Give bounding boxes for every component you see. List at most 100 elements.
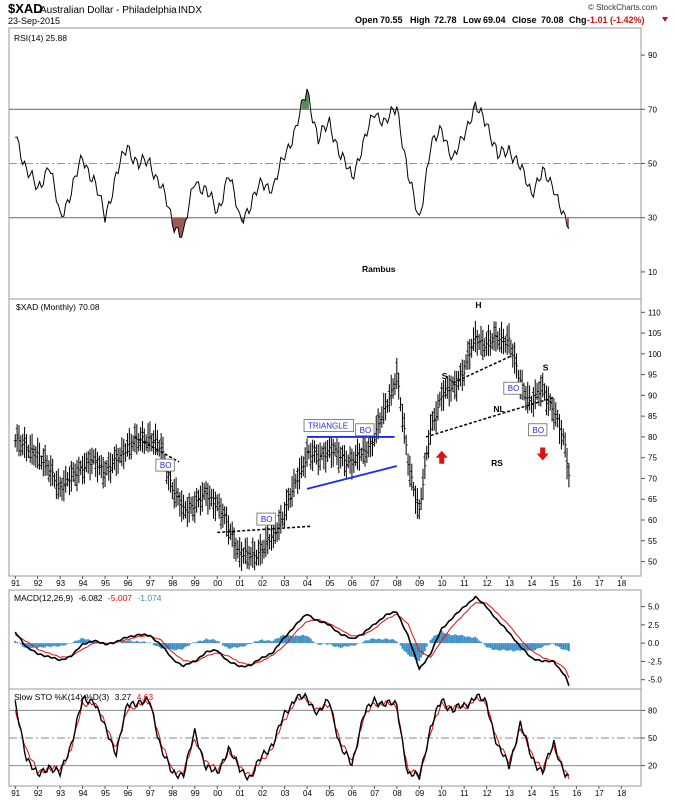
macd-y-tick-label: 2.5 — [648, 621, 660, 630]
price-y-tick-label: 110 — [648, 308, 661, 317]
x-tick-label: 98 — [168, 789, 177, 798]
x-tick-label: 03 — [281, 789, 290, 798]
pattern-annotation: RS — [491, 458, 503, 468]
x-tick-label: 00 — [213, 789, 222, 798]
x-tick-label: 94 — [79, 579, 88, 588]
x-tick-label: 01 — [236, 789, 245, 798]
macd-hist-value: -1.074 — [137, 593, 161, 603]
pattern-annotation: S — [442, 371, 448, 381]
macd-y-tick-label: 0.0 — [648, 639, 660, 648]
chart-header: $XAD Australian Dollar - Philadelphia IN… — [8, 1, 668, 26]
breakout-annotation: BO — [508, 384, 520, 393]
dashed-trendline — [452, 355, 512, 384]
price-y-tick-label: 75 — [648, 454, 657, 463]
rsi-y-tick-label: 50 — [648, 160, 657, 169]
price-y-tick-label: 70 — [648, 474, 657, 483]
price-y-tick-label: 100 — [648, 350, 662, 359]
macd-signal-value: -5.007 — [108, 593, 132, 603]
annotation-box — [528, 423, 548, 437]
rambus-annotation: Rambus — [362, 264, 396, 274]
x-tick-label: 18 — [617, 579, 626, 588]
annotation-box — [155, 458, 175, 472]
stat-chg-label: Chg — [569, 15, 587, 25]
down-triangle-icon — [662, 17, 668, 22]
sto-y-tick-label: 80 — [648, 706, 657, 715]
rsi-y-tick-label: 90 — [648, 51, 657, 60]
x-tick-label: 93 — [56, 579, 65, 588]
x-tick-label: 95 — [101, 789, 110, 798]
price-y-tick-label: 105 — [648, 329, 662, 338]
x-tick-label: 08 — [393, 579, 402, 588]
exchange-label: INDX — [178, 5, 202, 16]
x-tick-label: 97 — [146, 579, 155, 588]
x-tick-label: 91 — [11, 789, 20, 798]
x-tick-label: 97 — [146, 789, 155, 798]
macd-y-tick-label: 5.0 — [648, 603, 660, 612]
x-tick-label: 13 — [505, 789, 514, 798]
x-tick-label: 10 — [438, 579, 447, 588]
stat-high-label: High — [410, 15, 430, 25]
triangle-annotation: TRIANGLE — [308, 422, 348, 431]
rsi-overbought-fill — [301, 88, 309, 110]
x-tick-label: 13 — [505, 579, 514, 588]
x-tick-label: 99 — [191, 579, 200, 588]
price-y-tick-label: 60 — [648, 516, 657, 525]
price-y-tick-label: 90 — [648, 391, 657, 400]
sto-y-tick-label: 50 — [648, 734, 657, 743]
x-tick-label: 15 — [550, 579, 559, 588]
dashed-trendline — [425, 396, 555, 438]
x-tick-label: 15 — [550, 789, 559, 798]
down-arrow-icon — [536, 447, 549, 461]
price-label: $XAD (Monthly) 70.08 — [16, 302, 100, 312]
sto-label-prefix: Slow STO %K(14) %D(3) — [14, 692, 109, 702]
x-tick-label: 02 — [258, 789, 267, 798]
rsi-y-tick-label: 10 — [648, 268, 657, 277]
stat-close-label: Close — [512, 15, 537, 25]
stat-high: 72.78 — [434, 15, 457, 25]
price-y-tick-label: 55 — [648, 537, 657, 546]
macd-label: MACD(12,26,9) -6.082 -5.007 -1.074 — [14, 593, 162, 603]
x-tick-label: 06 — [348, 789, 357, 798]
x-tick-label: 93 — [56, 789, 65, 798]
pattern-annotation: H — [475, 300, 481, 310]
stat-open-label: Open — [355, 15, 378, 25]
x-tick-label: 05 — [325, 789, 334, 798]
chart-date: 23-Sep-2015 — [8, 16, 60, 26]
x-tick-label: 17 — [595, 579, 604, 588]
x-tick-label: 09 — [415, 579, 424, 588]
stat-low-label: Low — [463, 15, 482, 25]
symbol-title: $XAD — [8, 1, 43, 16]
sto-label: Slow STO %K(14) %D(3) 3.27 4.63 — [14, 692, 153, 702]
annotation-box — [256, 512, 276, 526]
macd-pane — [8, 589, 642, 690]
breakout-annotation: BO — [532, 426, 544, 435]
credit-label: © StockCharts.com — [588, 3, 657, 12]
x-tick-label: 96 — [123, 579, 132, 588]
x-tick-label: 07 — [370, 579, 379, 588]
x-tick-label: 08 — [393, 789, 402, 798]
dashed-trendline — [133, 436, 180, 463]
x-tick-label: 06 — [348, 579, 357, 588]
x-tick-label: 91 — [11, 579, 20, 588]
x-tick-label: 05 — [325, 579, 334, 588]
x-tick-label: 98 — [168, 579, 177, 588]
stat-close: 70.08 — [541, 15, 564, 25]
macd-y-tick-label: -5.0 — [648, 676, 662, 685]
x-tick-label: 12 — [483, 579, 492, 588]
x-tick-label: 03 — [281, 579, 290, 588]
x-tick-label: 92 — [34, 579, 43, 588]
macd-y-tick-label: -2.5 — [648, 657, 662, 666]
price-y-tick-label: 85 — [648, 412, 657, 421]
rsi-oversold-fill — [172, 217, 188, 238]
x-tick-label: 09 — [415, 789, 424, 798]
pattern-annotation: NL — [493, 404, 504, 414]
x-tick-label: 02 — [258, 579, 267, 588]
rsi-line — [15, 88, 570, 238]
x-tick-label: 18 — [617, 789, 626, 798]
price-y-tick-label: 95 — [648, 371, 657, 380]
x-tick-label: 11 — [460, 789, 469, 798]
x-tick-label: 95 — [101, 579, 110, 588]
instrument-name: Australian Dollar - Philadelphia — [40, 5, 177, 16]
x-tick-label: 14 — [527, 789, 536, 798]
